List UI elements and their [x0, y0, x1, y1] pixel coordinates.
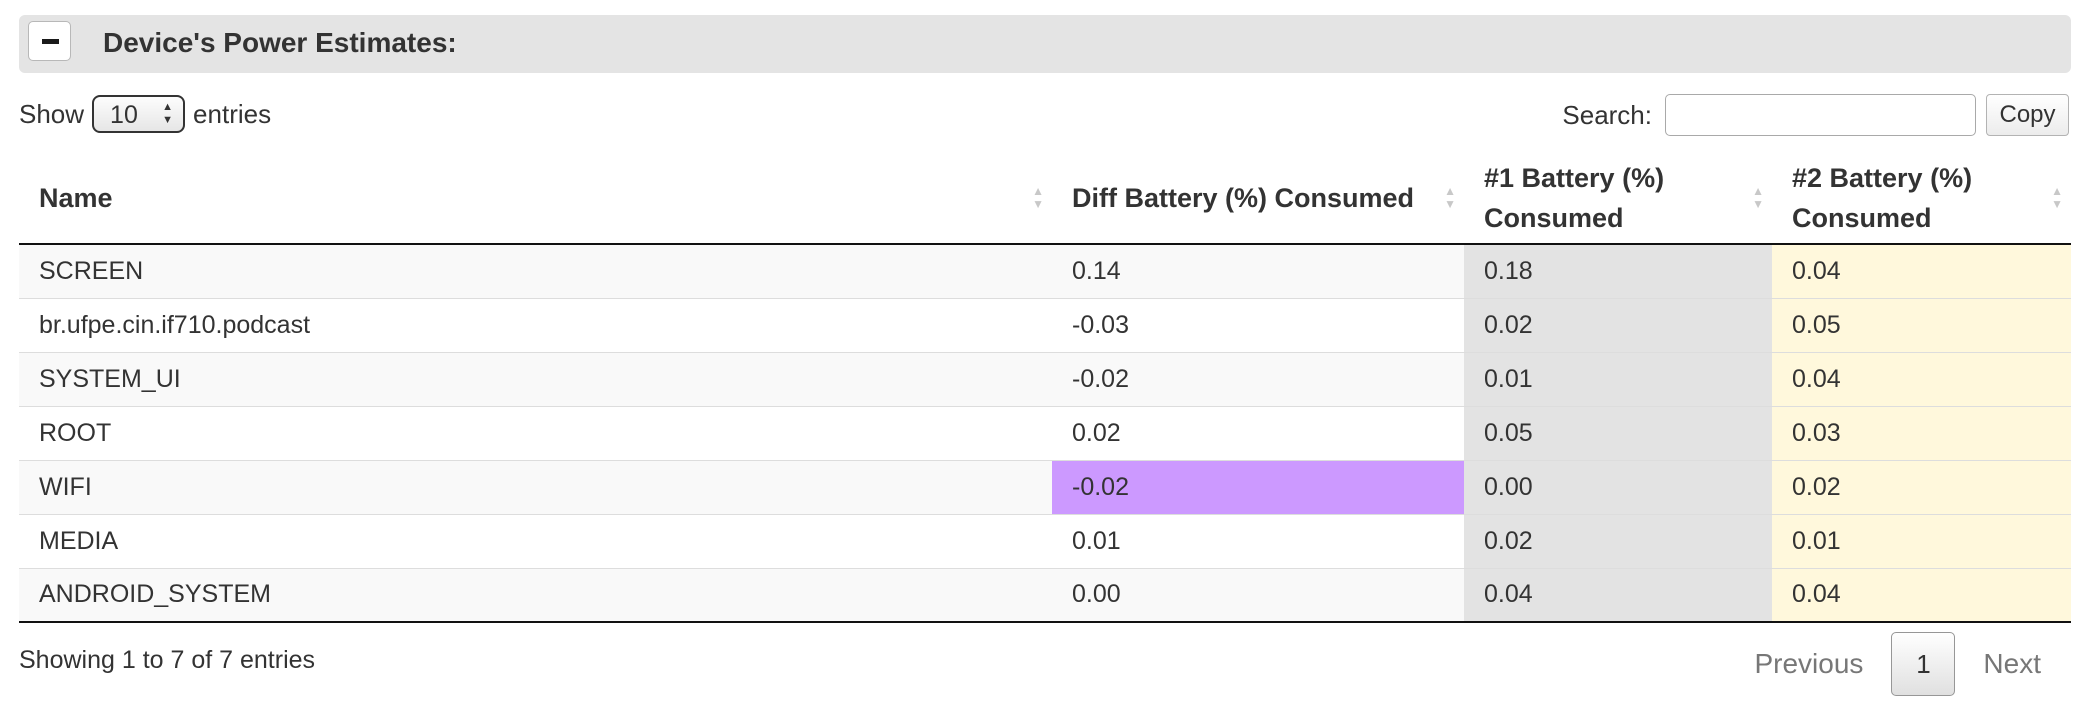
table-row: MEDIA 0.01 0.02 0.01 [19, 513, 2071, 568]
cell-battery-1: 0.01 [1464, 351, 1772, 406]
minus-icon [42, 39, 59, 44]
cell-battery-2: 0.04 [1772, 244, 2071, 298]
entries-length-control: Show 10 ▲ ▼ entries [19, 94, 271, 134]
collapse-button[interactable] [28, 21, 71, 61]
table-info: Showing 1 to 7 of 7 entries [19, 646, 316, 674]
table-row: SYSTEM_UI -0.02 0.01 0.04 [19, 351, 2071, 406]
column-header-label: Diff Battery (%) Consumed [1072, 182, 1415, 213]
table-row: ROOT 0.02 0.05 0.03 [19, 405, 2071, 460]
cell-name: ROOT [19, 405, 1052, 460]
cell-diff: -0.03 [1052, 297, 1464, 352]
table-row: br.ufpe.cin.if710.podcast -0.03 0.02 0.0… [19, 297, 2071, 352]
show-label: Show [19, 98, 85, 129]
panel-header: Device's Power Estimates: [19, 15, 2071, 73]
cell-battery-1: 0.02 [1464, 513, 1772, 568]
column-header-label: #2 Battery (%) Consumed [1792, 162, 1973, 233]
cell-diff: 0.14 [1052, 244, 1464, 298]
select-arrows-icon: ▲ ▼ [162, 101, 174, 126]
next-button[interactable]: Next [1983, 648, 2041, 679]
column-header-name[interactable]: Name ▲ ▼ [19, 152, 1052, 245]
cell-battery-2: 0.05 [1772, 297, 2071, 352]
column-header-label: Name [39, 182, 113, 213]
panel-title: Device's Power Estimates: [103, 27, 457, 58]
cell-battery-1: 0.02 [1464, 297, 1772, 352]
copy-button[interactable]: Copy [1986, 94, 2069, 136]
search-label: Search: [1562, 99, 1652, 130]
cell-diff-highlighted: -0.02 [1052, 459, 1464, 514]
table-row: SCREEN 0.14 0.18 0.04 [19, 244, 2071, 298]
cell-diff: 0.00 [1052, 567, 1464, 623]
column-header-battery-2[interactable]: #2 Battery (%) Consumed ▲ ▼ [1772, 152, 2071, 245]
cell-battery-2: 0.03 [1772, 405, 2071, 460]
cell-name: ANDROID_SYSTEM [19, 567, 1052, 623]
sort-icon: ▲ ▼ [1444, 183, 1456, 211]
column-header-battery-1[interactable]: #1 Battery (%) Consumed ▲ ▼ [1464, 152, 1772, 245]
table-header-row: Name ▲ ▼ Diff Battery (%) Consumed ▲ ▼ #1 Ba… [19, 152, 2071, 245]
cell-battery-2: 0.02 [1772, 459, 2071, 514]
cell-battery-1: 0.05 [1464, 405, 1772, 460]
cell-battery-2: 0.04 [1772, 351, 2071, 406]
cell-battery-1: 0.04 [1464, 567, 1772, 623]
sort-icon: ▲ ▼ [1752, 183, 1764, 211]
page-button-1[interactable]: 1 [1891, 632, 1956, 696]
entries-select-value: 10 [110, 101, 138, 129]
power-estimates-table: Name ▲ ▼ Diff Battery (%) Consumed ▲ ▼ #1 Ba… [19, 152, 2071, 623]
sort-icon: ▲ ▼ [1032, 183, 1044, 211]
cell-diff: 0.02 [1052, 405, 1464, 460]
cell-name: SCREEN [19, 244, 1052, 298]
previous-button[interactable]: Previous [1754, 648, 1864, 679]
entries-label: entries [193, 98, 272, 129]
cell-name: MEDIA [19, 513, 1052, 568]
cell-name: WIFI [19, 459, 1052, 514]
cell-name: br.ufpe.cin.if710.podcast [19, 297, 1052, 352]
cell-battery-2: 0.01 [1772, 513, 2071, 568]
column-header-label: #1 Battery (%) Consumed [1484, 162, 1665, 233]
sort-icon: ▲ ▼ [2051, 183, 2063, 211]
table-row: WIFI -0.02 0.00 0.02 [19, 459, 2071, 514]
entries-select[interactable]: 10 ▲ ▼ [92, 95, 186, 133]
cell-diff: 0.01 [1052, 513, 1464, 568]
cell-battery-2: 0.04 [1772, 567, 2071, 623]
cell-diff: -0.02 [1052, 351, 1464, 406]
cell-battery-1: 0.00 [1464, 459, 1772, 514]
pagination: Previous 1 Next [1726, 632, 2069, 696]
cell-battery-1: 0.18 [1464, 244, 1772, 298]
cell-name: SYSTEM_UI [19, 351, 1052, 406]
table-row: ANDROID_SYSTEM 0.00 0.04 0.04 [19, 567, 2071, 623]
search-input[interactable] [1665, 94, 1976, 136]
column-header-diff[interactable]: Diff Battery (%) Consumed ▲ ▼ [1052, 152, 1464, 245]
search-area: Search: Copy [1562, 93, 2069, 137]
